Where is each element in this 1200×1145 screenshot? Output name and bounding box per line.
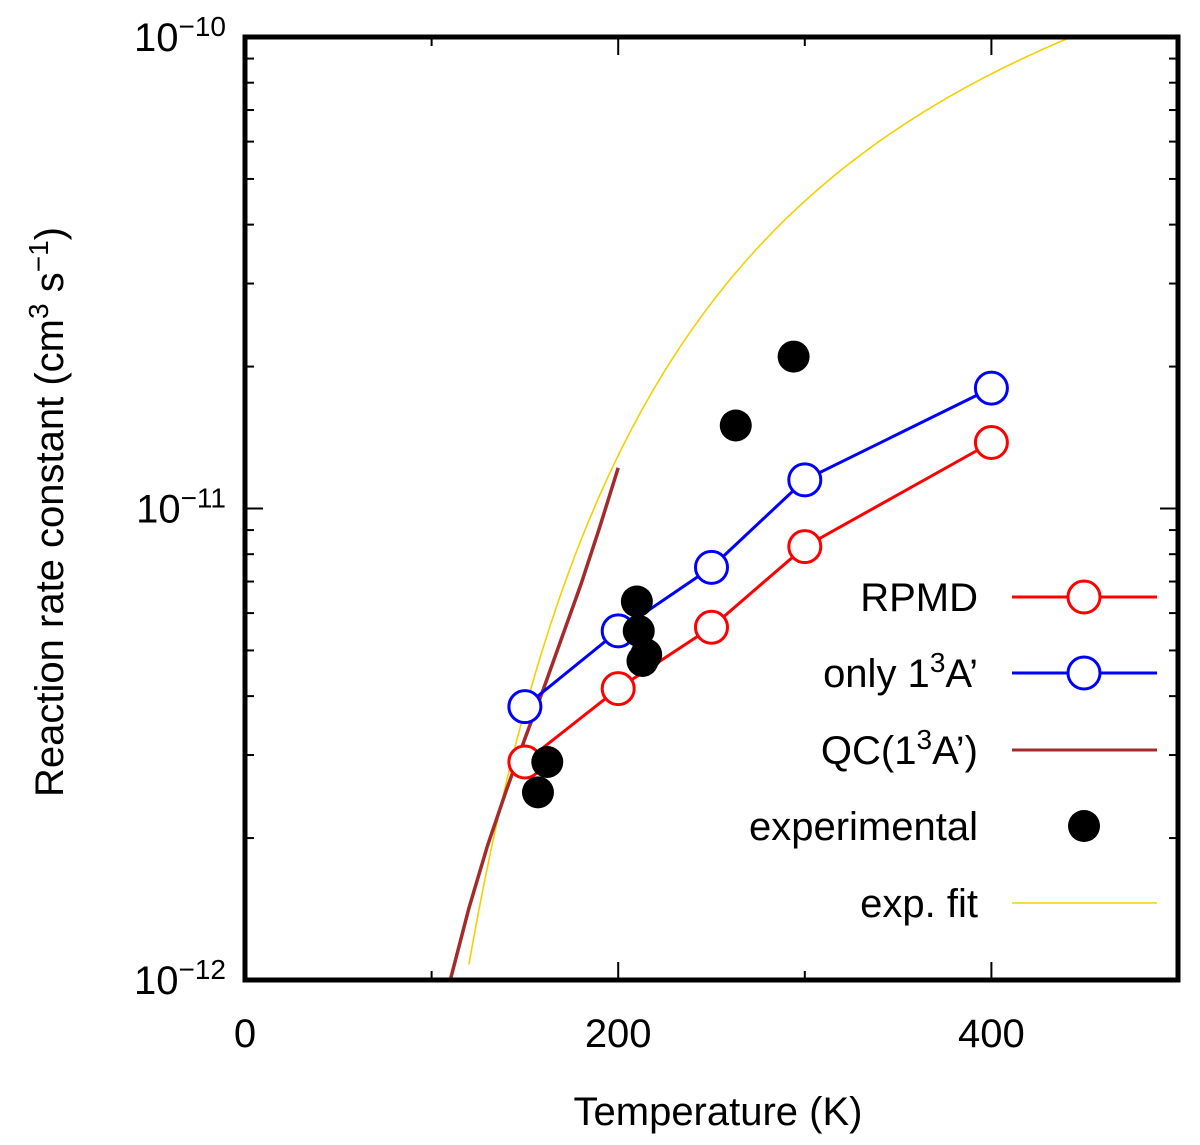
legend-marker-experimental [1068, 810, 1100, 842]
plot-area [448, 37, 1074, 980]
y-axis-label: Reaction rate constant (cm3 s−1) [23, 227, 73, 797]
y-axis-label-mid: s [28, 272, 72, 303]
series-line-expfit [468, 37, 1074, 965]
data-point-experimental [630, 638, 663, 671]
y-tick-label-base: 10 [134, 16, 179, 60]
y-tick-label-exponent: −10 [179, 11, 227, 42]
x-tick-label: 200 [585, 1012, 652, 1056]
plot-frame [242, 34, 1181, 983]
data-point-rpmd [600, 671, 636, 707]
data-point-rpmd [694, 609, 729, 645]
y-tick-label: 10−10 [134, 11, 226, 61]
legend-label-only13a: only 13A’ [823, 647, 978, 697]
legend-label-sup: 3 [930, 647, 946, 678]
series-line-qc [448, 467, 620, 980]
legend-marker-only13a [1066, 655, 1102, 691]
legend-label-end: A’ [945, 652, 978, 696]
x-axis: 0 200 400 [234, 37, 1025, 1056]
data-point-experimental [719, 409, 752, 442]
y-tick-label-exponent: −11 [181, 482, 226, 513]
y-tick-label-base: 10 [134, 959, 179, 1003]
legend-label-end: A’) [932, 729, 978, 773]
legend-label-sup: 3 [917, 724, 933, 755]
legend-marker-rpmd [1066, 579, 1102, 615]
data-point-only13a [973, 370, 1009, 406]
legend-label-text: only 1 [823, 652, 930, 696]
y-axis-label-end: ) [28, 227, 72, 240]
y-tick-label-exponent: −12 [179, 954, 227, 985]
data-point-only13a [507, 689, 543, 725]
data-point-experimental [620, 585, 653, 618]
data-point-experimental [521, 776, 554, 809]
y-axis-label-sup-1: 3 [23, 303, 54, 319]
y-axis-label-sup-2: −1 [23, 240, 54, 272]
legend-label-text: exp. fit [860, 882, 978, 926]
legend-label-expfit: exp. fit [860, 882, 978, 926]
x-tick-label: 0 [234, 1012, 256, 1056]
legend-label-experimental: experimental [749, 805, 978, 849]
y-tick-label: 10−12 [134, 954, 226, 1004]
legend-label-text: RPMD [860, 576, 978, 620]
y-tick-label-base: 10 [136, 488, 181, 532]
data-point-only13a [787, 462, 823, 498]
legend-label-rpmd: RPMD [860, 576, 978, 620]
data-point-experimental [531, 745, 564, 778]
legend-label-qc: QC(13A’) [821, 724, 978, 774]
data-point-rpmd [973, 425, 1009, 461]
x-tick-label: 400 [958, 1012, 1025, 1056]
legend-label-text: QC(1 [821, 729, 917, 773]
y-axis-label-main: Reaction rate constant (cm [28, 319, 72, 797]
data-point-experimental [777, 340, 810, 373]
x-axis-label: Temperature (K) [574, 1090, 863, 1134]
data-point-only13a [694, 549, 729, 585]
legend-label-text: experimental [749, 805, 978, 849]
y-tick-label: 10−11 [136, 482, 226, 532]
data-point-rpmd [787, 529, 823, 565]
